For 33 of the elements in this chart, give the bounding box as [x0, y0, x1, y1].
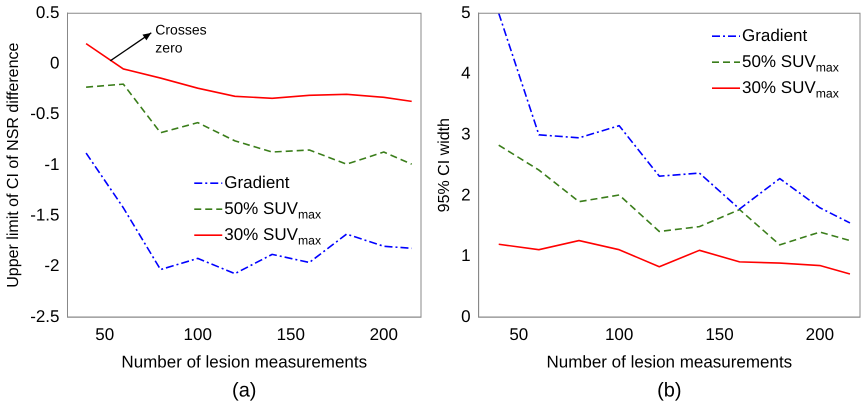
- text: (a): [232, 380, 256, 402]
- x-tick-label: 200: [806, 325, 834, 344]
- y-tick-label: -2: [44, 256, 60, 276]
- y-tick-label: -0.5: [30, 104, 60, 124]
- y-tick-label: -1.5: [30, 206, 60, 225]
- y-tick-label: 3: [461, 124, 471, 144]
- annotation: Crosses zero: [155, 22, 207, 56]
- x-tick-label: 50: [95, 325, 114, 344]
- y-tick-label: 2: [461, 185, 471, 204]
- y-tick-label: 0.5: [36, 2, 60, 22]
- y-tick-label: 5: [461, 2, 471, 22]
- y-tick-label: 4: [461, 64, 471, 83]
- y-axis-title: Upper limit of CI of NSR difference: [5, 42, 22, 288]
- x-tick-label: 150: [276, 325, 305, 344]
- y-tick-label: -1: [44, 154, 60, 174]
- x-tick-label: 200: [370, 325, 398, 344]
- y-tick-label: 0: [50, 54, 60, 73]
- y-axis-title: 95% CI width: [436, 118, 454, 212]
- line-series: [498, 13, 851, 224]
- y-tick-label: -2.5: [30, 306, 60, 326]
- y-tick-label: 0: [461, 306, 471, 326]
- legend-label: Gradient: [224, 172, 290, 192]
- line-series: [85, 83, 412, 165]
- text: (b): [657, 380, 682, 402]
- x-axis-title: Number of lesion measurements: [546, 352, 792, 372]
- legend-label: Gradient: [742, 26, 808, 45]
- x-tick-label: 100: [604, 325, 634, 344]
- x-axis-title: Number of lesion measurements: [121, 352, 368, 372]
- y-tick-label: 1: [461, 246, 471, 266]
- x-tick-label: 50: [509, 325, 528, 344]
- x-tick-label: 150: [705, 325, 734, 344]
- x-tick-label: 100: [184, 325, 212, 344]
- line-series: [498, 144, 851, 246]
